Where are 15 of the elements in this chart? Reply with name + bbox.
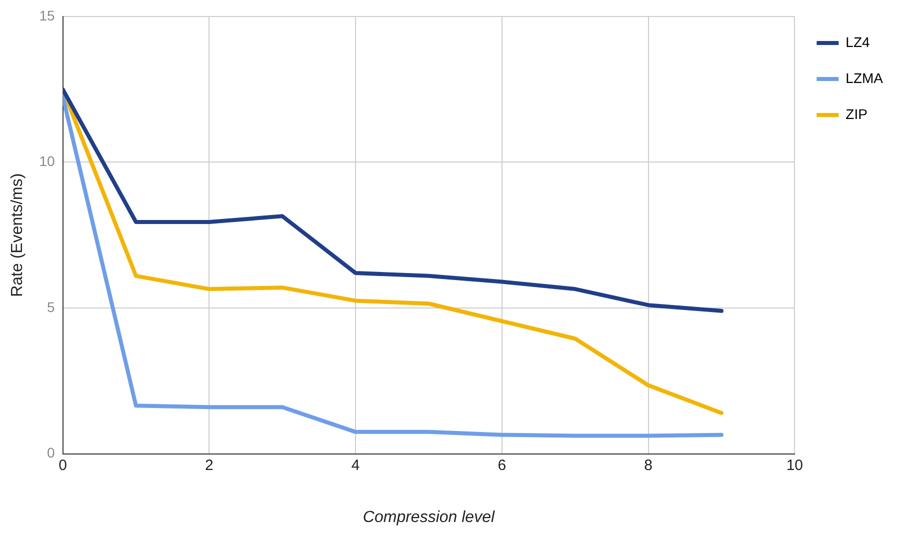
legend-label: ZIP	[846, 106, 868, 122]
legend-label: LZ4	[846, 34, 870, 50]
x-axis-title: Compression level	[362, 508, 495, 526]
x-tick-label: 6	[498, 456, 506, 474]
x-tick-label: 8	[644, 456, 652, 474]
x-tick-label: 0	[58, 456, 67, 474]
y-axis-title: Rate (Events/ms)	[9, 173, 26, 297]
y-tick-label: 10	[39, 153, 55, 170]
x-tick-label: 4	[351, 456, 360, 474]
legend-label: LZMA	[846, 70, 884, 86]
y-tick-label: 5	[46, 298, 55, 315]
y-tick-label: 0	[46, 444, 55, 461]
x-tick-label: 10	[786, 456, 804, 474]
x-tick-label: 2	[204, 456, 214, 474]
y-tick-label: 15	[39, 7, 55, 24]
